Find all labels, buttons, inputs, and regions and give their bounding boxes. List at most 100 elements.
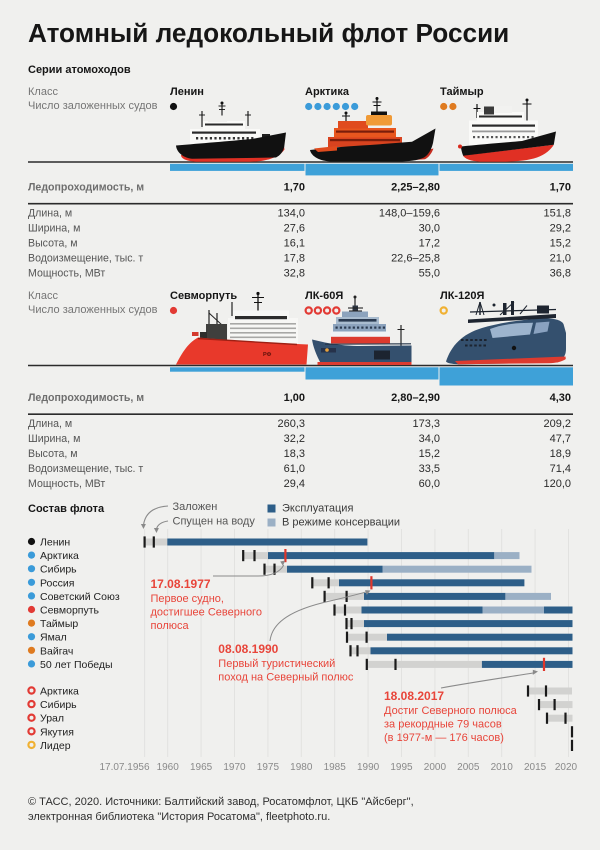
svg-text:22,6–25,8: 22,6–25,8 — [391, 253, 440, 265]
svg-text:Класс: Класс — [28, 290, 58, 302]
svg-text:4,30: 4,30 — [550, 392, 571, 404]
svg-text:Класс: Класс — [28, 86, 58, 98]
svg-text:2010: 2010 — [491, 762, 514, 773]
svg-text:Число заложенных судов: Число заложенных судов — [28, 304, 158, 316]
svg-text:Сибирь: Сибирь — [40, 564, 77, 576]
svg-text:17.08.1977: 17.08.1977 — [151, 577, 211, 591]
svg-text:1970: 1970 — [223, 762, 246, 773]
svg-text:Таймыр: Таймыр — [40, 618, 78, 630]
svg-text:1980: 1980 — [290, 762, 313, 773]
svg-text:Первое судно,: Первое судно, — [151, 593, 224, 605]
svg-text:2020: 2020 — [555, 762, 578, 773]
svg-text:Ленин: Ленин — [170, 86, 204, 98]
svg-text:173,3: 173,3 — [412, 418, 440, 430]
svg-text:1,00: 1,00 — [284, 392, 305, 404]
svg-text:Достиг Северного полюса: Достиг Северного полюса — [384, 705, 518, 717]
svg-text:Ледопроходимость, м: Ледопроходимость, м — [28, 182, 144, 194]
svg-text:1965: 1965 — [190, 762, 213, 773]
svg-text:Вайгач: Вайгач — [40, 645, 73, 657]
svg-text:Мощность, МВт: Мощность, МВт — [28, 478, 105, 490]
svg-text:(в 1977-м — 176 часов): (в 1977-м — 176 часов) — [384, 732, 504, 744]
svg-text:Советский Союз: Советский Союз — [40, 591, 120, 603]
svg-text:Ширина, м: Ширина, м — [28, 223, 80, 235]
svg-text:полюса: полюса — [151, 620, 190, 632]
svg-text:Арктика: Арктика — [40, 550, 79, 562]
svg-text:61,0: 61,0 — [284, 463, 305, 475]
svg-text:32,2: 32,2 — [284, 433, 305, 445]
svg-text:достигшее Северного: достигшее Северного — [151, 607, 262, 619]
svg-text:Арктика: Арктика — [40, 686, 79, 698]
svg-text:Сибирь: Сибирь — [40, 699, 77, 711]
svg-text:Севморпуть: Севморпуть — [40, 605, 100, 617]
svg-text:134,0: 134,0 — [277, 208, 305, 220]
svg-text:Ямал: Ямал — [40, 632, 67, 644]
svg-text:Атомный ледокольный флот Росси: Атомный ледокольный флот России — [28, 18, 509, 48]
svg-text:260,3: 260,3 — [277, 418, 305, 430]
svg-text:Ледопроходимость, м: Ледопроходимость, м — [28, 392, 144, 404]
svg-text:16,1: 16,1 — [284, 238, 305, 250]
svg-text:2000: 2000 — [424, 762, 447, 773]
svg-text:Спущен на воду: Спущен на воду — [173, 516, 256, 528]
svg-text:Лидер: Лидер — [40, 740, 71, 752]
svg-text:Состав флота: Состав флота — [28, 503, 105, 515]
svg-text:120,0: 120,0 — [543, 478, 571, 490]
svg-text:2,25–2,80: 2,25–2,80 — [391, 182, 440, 194]
svg-text:08.08.1990: 08.08.1990 — [218, 642, 278, 656]
svg-text:Заложен: Заложен — [173, 501, 218, 513]
svg-text:27,6: 27,6 — [284, 223, 305, 235]
svg-text:Севморпуть: Севморпуть — [170, 290, 237, 302]
svg-text:1960: 1960 — [157, 762, 180, 773]
svg-text:30,0: 30,0 — [419, 223, 440, 235]
svg-text:поход на Северный полюс: поход на Северный полюс — [218, 672, 354, 684]
svg-text:2,80–2,90: 2,80–2,90 — [391, 392, 440, 404]
svg-text:55,0: 55,0 — [419, 268, 440, 280]
svg-text:Ленин: Ленин — [40, 537, 70, 549]
svg-text:17.07.1956: 17.07.1956 — [99, 762, 149, 773]
svg-text:ЛК-60Я: ЛК-60Я — [305, 290, 343, 302]
svg-text:электронная библиотека "Истори: электронная библиотека "История Росатома… — [28, 811, 330, 823]
svg-text:32,8: 32,8 — [284, 268, 305, 280]
svg-text:Высота, м: Высота, м — [28, 238, 78, 250]
svg-text:Таймыр: Таймыр — [440, 86, 484, 98]
svg-text:Длина, м: Длина, м — [28, 208, 72, 220]
svg-text:18,3: 18,3 — [284, 448, 305, 460]
svg-text:36,8: 36,8 — [550, 268, 571, 280]
svg-text:71,4: 71,4 — [550, 463, 571, 475]
svg-text:29,2: 29,2 — [550, 223, 571, 235]
svg-text:1995: 1995 — [390, 762, 413, 773]
svg-text:18,9: 18,9 — [550, 448, 571, 460]
svg-text:Водоизмещение, тыс. т: Водоизмещение, тыс. т — [28, 253, 143, 265]
svg-text:Россия: Россия — [40, 577, 74, 589]
svg-text:Длина, м: Длина, м — [28, 418, 72, 430]
svg-text:В режиме консервации: В режиме консервации — [282, 517, 400, 529]
svg-text:Первый туристический: Первый туристический — [218, 658, 335, 670]
svg-text:1985: 1985 — [324, 762, 347, 773]
svg-text:1,70: 1,70 — [550, 182, 571, 194]
svg-text:18.08.2017: 18.08.2017 — [384, 689, 444, 703]
svg-text:Арктика: Арктика — [305, 86, 350, 98]
svg-text:Число заложенных судов: Число заложенных судов — [28, 100, 158, 112]
svg-text:за рекордные 79 часов: за рекордные 79 часов — [384, 719, 502, 731]
svg-text:148,0–159,6: 148,0–159,6 — [379, 208, 440, 220]
svg-text:ЛК-120Я: ЛК-120Я — [440, 290, 484, 302]
svg-text:Якутия: Якутия — [40, 726, 74, 738]
svg-text:Серии атомоходов: Серии атомоходов — [28, 64, 131, 76]
svg-text:209,2: 209,2 — [543, 418, 571, 430]
svg-text:47,7: 47,7 — [550, 433, 571, 445]
svg-text:34,0: 34,0 — [419, 433, 440, 445]
svg-text:Водоизмещение, тыс. т: Водоизмещение, тыс. т — [28, 463, 143, 475]
svg-text:33,5: 33,5 — [419, 463, 440, 475]
svg-text:© ТАСС, 2020. Источники: Балти: © ТАСС, 2020. Источники: Балтийский заво… — [28, 796, 414, 808]
svg-text:Высота, м: Высота, м — [28, 448, 78, 460]
svg-text:21,0: 21,0 — [550, 253, 571, 265]
svg-text:15,2: 15,2 — [419, 448, 440, 460]
svg-text:Урал: Урал — [40, 713, 64, 725]
svg-text:2005: 2005 — [457, 762, 480, 773]
svg-text:Эксплуатация: Эксплуатация — [282, 503, 353, 515]
svg-text:50 лет Победы: 50 лет Победы — [40, 659, 113, 671]
svg-text:29,4: 29,4 — [284, 478, 305, 490]
svg-text:151,8: 151,8 — [543, 208, 571, 220]
svg-text:РФ: РФ — [263, 352, 272, 358]
svg-text:1990: 1990 — [357, 762, 380, 773]
svg-text:15,2: 15,2 — [550, 238, 571, 250]
